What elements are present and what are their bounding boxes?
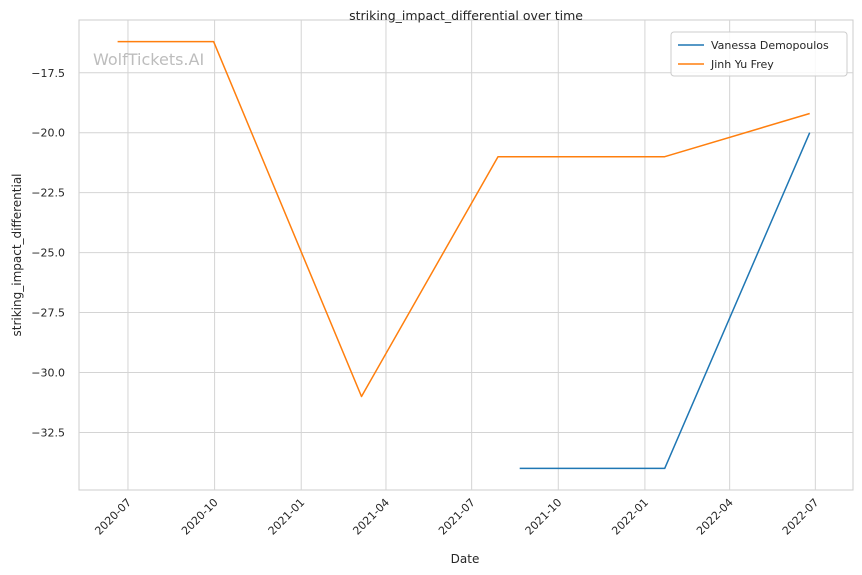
x-axis-label: Date xyxy=(451,552,480,566)
y-tick-label: −25.0 xyxy=(31,247,65,260)
legend-box xyxy=(670,31,848,77)
x-tick-label: 2022-01 xyxy=(609,496,651,538)
y-tick-label: −32.5 xyxy=(31,426,65,439)
watermark-text: WolfTickets.AI xyxy=(93,50,204,69)
y-tick-label: −22.5 xyxy=(31,187,65,200)
y-tick-label: −27.5 xyxy=(31,307,65,320)
y-axis-label: striking_impact_differential xyxy=(10,173,24,336)
y-axis-ticks: −17.5 −20.0 −22.5 −25.0 −27.5 −30.0 −32.5 xyxy=(31,67,65,440)
y-tick-label: −30.0 xyxy=(31,367,65,380)
x-tick-label: 2020-07 xyxy=(92,496,134,538)
x-tick-label: 2021-10 xyxy=(523,496,565,538)
x-axis-ticks: 2020-07 2020-10 2021-01 2021-04 2021-07 2021-… xyxy=(92,496,821,538)
legend: Vanessa Demopoulos Jinh Yu Frey xyxy=(670,31,848,77)
x-tick-label: 2021-07 xyxy=(436,496,478,538)
series-lines xyxy=(117,40,811,470)
x-tick-label: 2022-04 xyxy=(694,496,736,538)
chart-title: striking_impact_differential over time xyxy=(349,8,583,23)
legend-label-jinh-yu-frey: Jinh Yu Frey xyxy=(710,58,774,71)
x-tick-label: 2022-07 xyxy=(780,496,822,538)
x-tick-label: 2020-10 xyxy=(179,496,221,538)
y-tick-label: −17.5 xyxy=(31,67,65,80)
series-line-jinh-yu-frey xyxy=(117,40,810,398)
y-tick-label: −20.0 xyxy=(31,127,65,140)
plot-area xyxy=(78,19,854,491)
legend-label-vanessa-demopoulos: Vanessa Demopoulos xyxy=(711,39,829,52)
x-tick-label: 2021-01 xyxy=(266,496,308,538)
series-line-vanessa-demopoulos xyxy=(519,132,811,470)
x-tick-label: 2021-04 xyxy=(350,496,392,538)
